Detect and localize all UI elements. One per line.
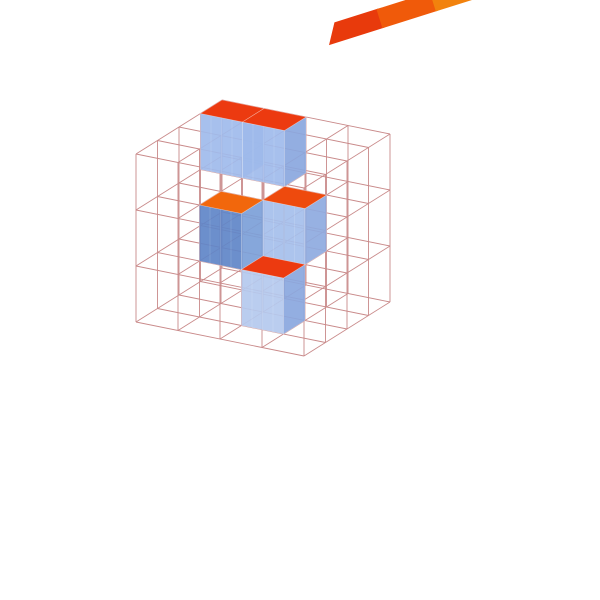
legend-swatch — [429, 0, 492, 12]
block-top-face — [262, 186, 328, 209]
block-back-right[interactable] — [241, 108, 307, 188]
legend-color-bar — [329, 0, 492, 46]
block-top-face — [241, 108, 307, 131]
block-front[interactable] — [240, 255, 306, 335]
block-middle-rear[interactable] — [198, 191, 264, 271]
legend-swatch — [329, 8, 385, 46]
block-top-face — [240, 255, 306, 279]
legend-swatch — [376, 0, 438, 29]
block-middle[interactable] — [262, 186, 328, 266]
voxel-blocks — [198, 99, 328, 335]
block-top-face — [198, 191, 264, 214]
